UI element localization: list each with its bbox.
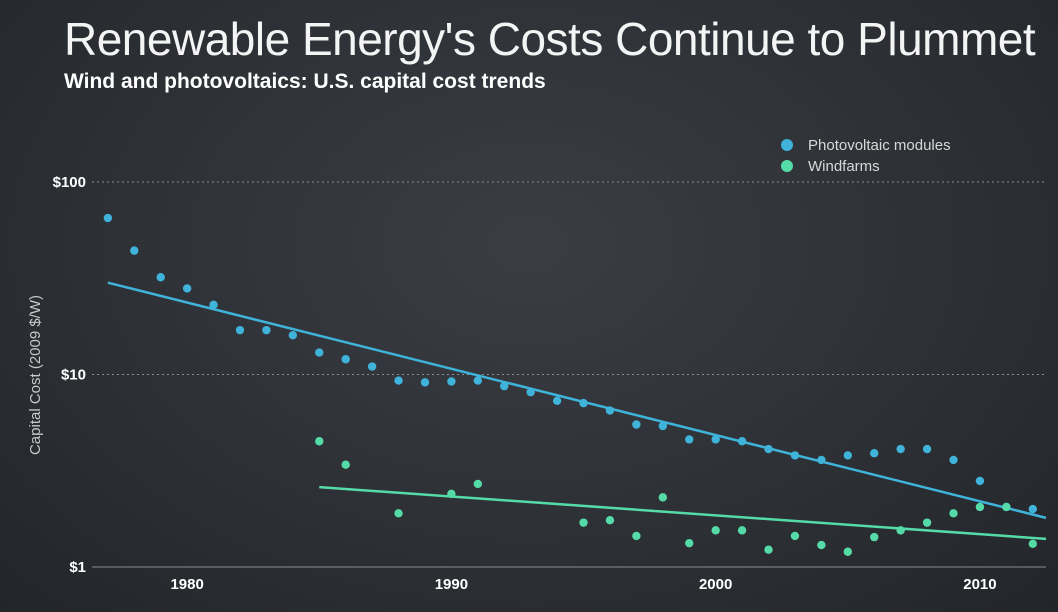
data-point-pv: [209, 300, 218, 310]
y-tick-label: $10: [61, 367, 86, 384]
data-point-pv: [500, 381, 509, 391]
data-point-pv: [949, 455, 958, 465]
data-point-pv: [579, 398, 588, 408]
data-point-wind: [817, 540, 826, 550]
data-point-pv: [922, 444, 932, 454]
data-point-pv: [103, 213, 113, 223]
data-point-wind: [1002, 502, 1011, 512]
legend: Photovoltaic modules Windfarms: [781, 137, 951, 175]
data-point-wind: [764, 545, 773, 554]
data-point-wind: [1028, 539, 1037, 548]
data-point-wind: [843, 547, 853, 556]
x-axis-ticks: 1980 1990 2000 2010: [170, 576, 996, 593]
y-tick-label: $1: [69, 559, 86, 576]
y-axis-ticks: $100 $10 $1: [53, 174, 86, 576]
data-point-wind: [685, 538, 694, 548]
data-point-wind: [447, 489, 456, 499]
data-point-pv: [817, 455, 826, 465]
data-point-pv: [896, 444, 905, 454]
x-tick-label: 1990: [435, 576, 468, 593]
data-point-wind: [790, 531, 800, 541]
chart-subtitle: Wind and photovoltaics: U.S. capital cos…: [64, 70, 546, 93]
data-point-pv: [790, 451, 800, 460]
data-point-wind: [341, 460, 350, 469]
data-point-pv: [975, 476, 985, 486]
data-point-wind: [896, 526, 905, 535]
data-point-pv: [447, 377, 456, 386]
data-point-pv: [737, 437, 747, 446]
data-point-wind: [658, 493, 668, 502]
data-point-wind: [473, 479, 483, 489]
trend-line-pv: [107, 281, 1047, 520]
data-point-pv: [552, 396, 562, 406]
data-point-pv: [367, 362, 377, 371]
data-point-wind: [737, 526, 747, 535]
data-point-wind: [315, 437, 324, 446]
data-point-wind: [394, 509, 403, 518]
data-point-pv: [870, 449, 879, 458]
legend-label-wind: Windfarms: [808, 158, 880, 175]
data-point-pv: [632, 420, 641, 429]
y-tick-label: $100: [53, 174, 86, 191]
chart-title: Renewable Energy's Costs Continue to Plu…: [64, 13, 1036, 65]
data-point-wind: [922, 518, 932, 527]
data-point-pv: [235, 325, 245, 335]
data-point-wind: [579, 518, 588, 527]
data-point-wind: [975, 502, 985, 512]
data-point-pv: [341, 355, 350, 364]
data-point-pv: [315, 348, 324, 357]
data-points: [103, 213, 1037, 556]
legend-marker-wind: [781, 160, 793, 172]
data-point-wind: [949, 509, 958, 518]
data-point-pv: [262, 325, 271, 335]
x-tick-label: 2010: [963, 576, 996, 593]
data-point-wind: [605, 516, 615, 525]
data-point-pv: [473, 376, 483, 385]
data-point-pv: [156, 273, 165, 282]
data-point-pv: [1028, 504, 1037, 514]
data-point-pv: [605, 406, 615, 415]
trend-line-wind: [319, 485, 1047, 541]
data-point-pv: [288, 331, 298, 340]
y-axis-title: Capital Cost (2009 $/W): [27, 295, 44, 455]
legend-label-pv: Photovoltaic modules: [808, 137, 951, 154]
x-tick-label: 2000: [699, 576, 732, 593]
x-tick-label: 1980: [170, 576, 203, 593]
data-point-pv: [130, 246, 139, 255]
data-point-wind: [632, 531, 641, 541]
data-point-wind: [711, 526, 720, 535]
data-point-pv: [420, 378, 430, 387]
data-point-wind: [870, 532, 879, 542]
data-point-pv: [685, 435, 694, 444]
data-point-pv: [658, 421, 668, 431]
data-point-pv: [182, 284, 192, 293]
legend-marker-pv: [781, 139, 793, 151]
grid-lines: [92, 181, 1046, 568]
data-point-pv: [394, 376, 403, 385]
data-point-pv: [526, 387, 535, 397]
data-point-pv: [843, 451, 853, 460]
data-point-pv: [764, 444, 773, 454]
data-point-pv: [711, 435, 720, 444]
trend-lines: [107, 281, 1047, 541]
